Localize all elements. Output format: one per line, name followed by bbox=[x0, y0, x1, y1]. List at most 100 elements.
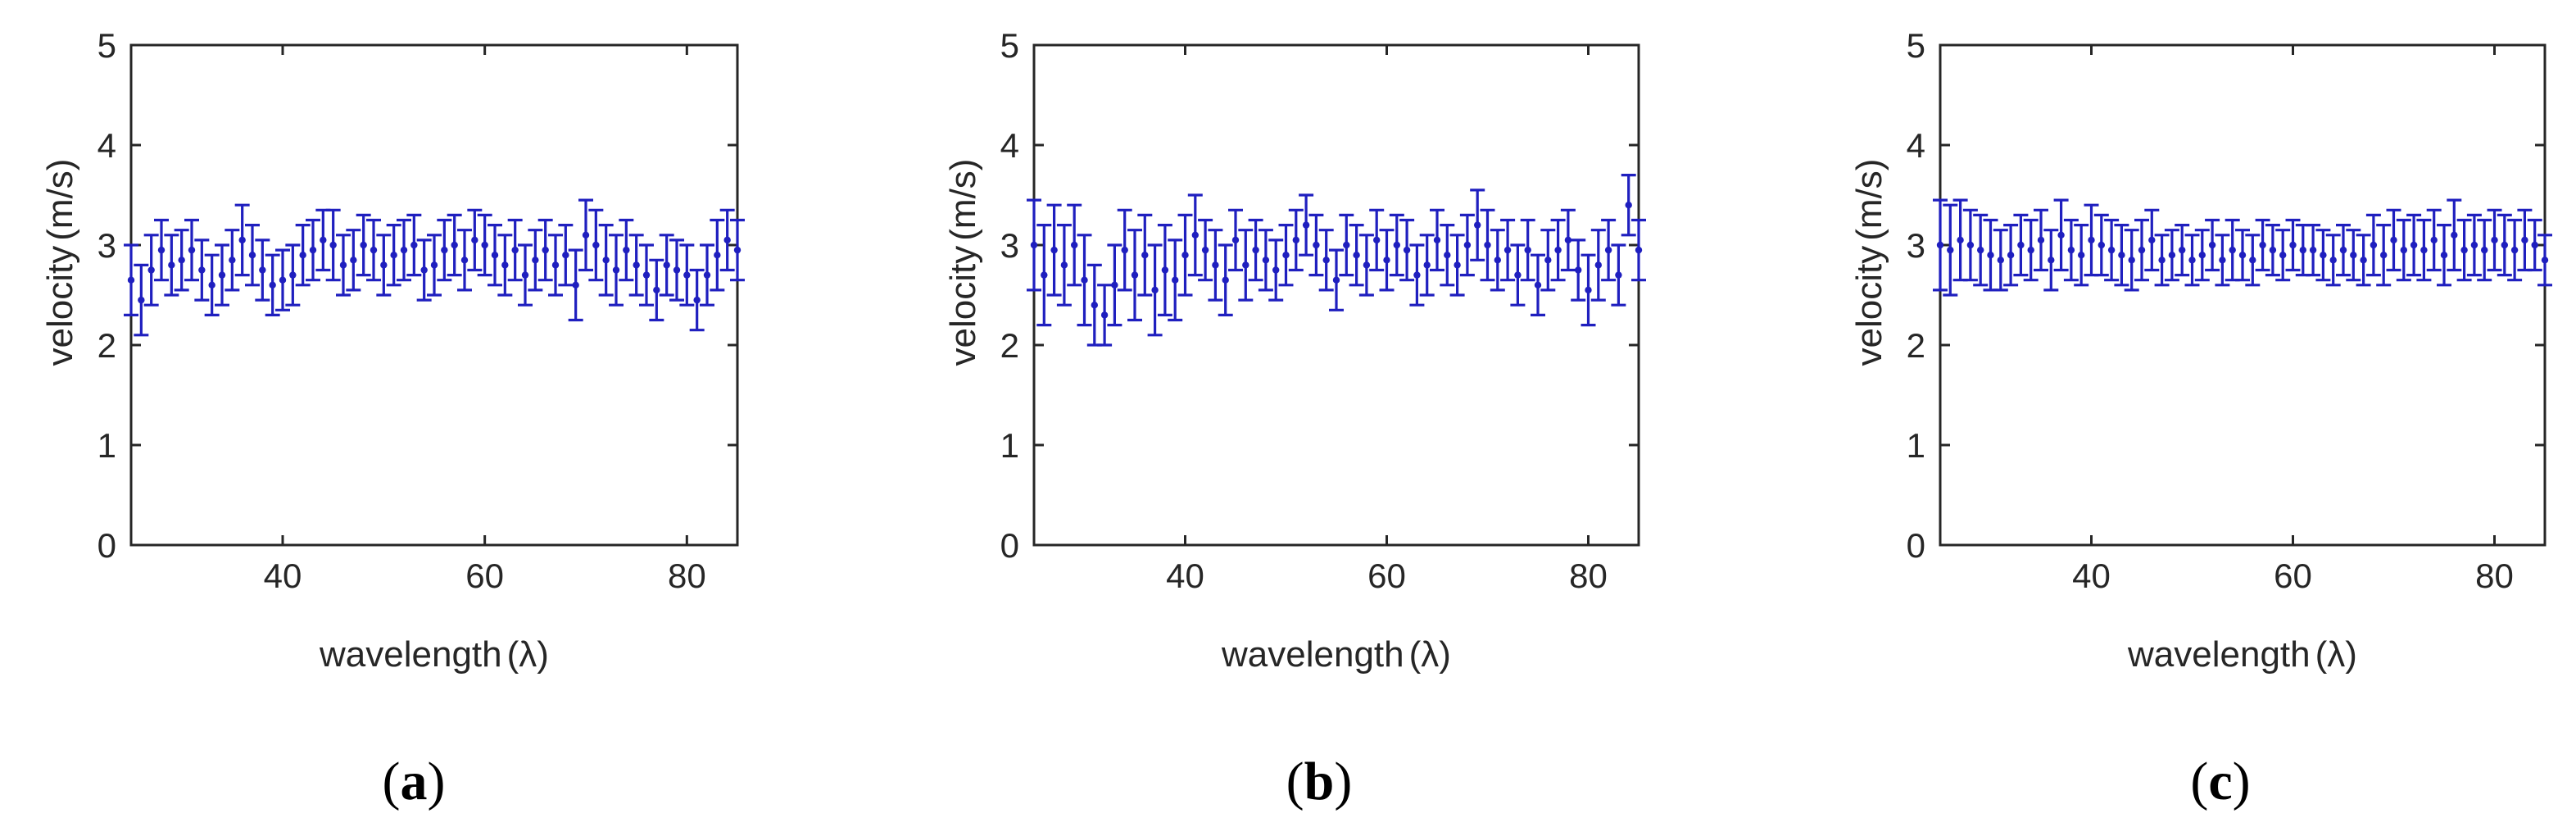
data-point bbox=[2057, 231, 2065, 239]
data-point bbox=[2380, 252, 2388, 259]
x-axis-label-text: wavelength bbox=[319, 634, 502, 675]
data-point bbox=[491, 252, 499, 259]
data-point bbox=[1474, 221, 1481, 229]
data-point bbox=[2440, 252, 2448, 259]
data-point bbox=[1111, 281, 1118, 289]
y-tick-label: 4 bbox=[1907, 126, 1925, 165]
data-point bbox=[2541, 257, 2549, 264]
data-point bbox=[451, 241, 458, 249]
y-axis-label: velocity (m/s) bbox=[943, 159, 983, 366]
data-point bbox=[2269, 246, 2277, 254]
data-point bbox=[1262, 257, 1270, 264]
data-point bbox=[2229, 246, 2236, 254]
data-point bbox=[2410, 241, 2418, 249]
data-point bbox=[2481, 246, 2488, 254]
data-point bbox=[2339, 246, 2347, 254]
data-point bbox=[733, 246, 742, 254]
data-point bbox=[2088, 236, 2095, 244]
data-point bbox=[1242, 261, 1249, 269]
data-point bbox=[1201, 246, 1209, 254]
data-point bbox=[2179, 246, 2186, 254]
data-point bbox=[2360, 257, 2367, 264]
data-point bbox=[1575, 266, 1582, 274]
x-axis-label-symbol: (λ) bbox=[507, 634, 549, 675]
data-point bbox=[2470, 241, 2478, 249]
plot-frame bbox=[1032, 43, 1640, 547]
data-point bbox=[623, 246, 630, 254]
panel-label: (c) bbox=[2190, 752, 2250, 811]
data-point bbox=[2208, 241, 2216, 249]
chart-panel-a: 0 1 2 3 4 5 40 60 80 wavelength (λ) velocity (m/s) (a… bbox=[40, 26, 745, 811]
data-point bbox=[471, 236, 478, 244]
data-point bbox=[1554, 246, 1562, 254]
data-point bbox=[2400, 246, 2407, 254]
x-axis-label: wavelength (λ) bbox=[1221, 634, 1451, 675]
data-point bbox=[2390, 236, 2397, 244]
y-axis-label-text: velocity bbox=[40, 246, 80, 366]
data-point bbox=[1514, 271, 1522, 279]
data-point bbox=[2027, 246, 2034, 254]
x-tick-label: 40 bbox=[1166, 557, 1204, 595]
data-point bbox=[229, 257, 236, 264]
y-tick-label: 5 bbox=[98, 26, 116, 65]
data-point bbox=[602, 257, 610, 264]
data-point bbox=[1091, 302, 1099, 309]
x-axis-label-text: wavelength bbox=[2127, 634, 2311, 675]
data-point bbox=[1564, 236, 1572, 244]
data-point bbox=[1313, 241, 1320, 249]
panel-label: (a) bbox=[383, 752, 446, 811]
data-point bbox=[683, 271, 691, 279]
chart-panel-c: 0 1 2 3 4 5 40 60 80 wavelength (λ) velocity (m/s) (c… bbox=[1849, 26, 2552, 811]
data-point bbox=[1977, 246, 1984, 254]
data-point bbox=[2531, 241, 2538, 249]
y-tick-label: 2 bbox=[1000, 326, 1019, 365]
data-point bbox=[642, 271, 651, 279]
data-point bbox=[289, 271, 297, 279]
data-point bbox=[390, 252, 397, 259]
panel-letter: a bbox=[401, 752, 428, 811]
data-point bbox=[1534, 281, 1542, 289]
data-point bbox=[2107, 246, 2116, 254]
data-point bbox=[542, 246, 549, 254]
data-point bbox=[127, 276, 135, 284]
data-point bbox=[1423, 261, 1431, 269]
y-tick-label: 4 bbox=[98, 126, 116, 165]
data-point bbox=[138, 296, 145, 304]
y-tick-label: 2 bbox=[98, 326, 116, 365]
data-point bbox=[178, 257, 185, 264]
data-point bbox=[1272, 266, 1280, 274]
y-tick-label: 0 bbox=[98, 526, 116, 565]
chart-panel-b: 0 1 2 3 4 5 40 60 80 wavelength (λ) velocity (m/s) (b… bbox=[943, 26, 1646, 811]
y-axis-label-text: velocity bbox=[1849, 246, 1889, 366]
data-point bbox=[1997, 257, 2004, 264]
data-point bbox=[1172, 276, 1179, 284]
data-point bbox=[532, 257, 539, 264]
data-point bbox=[2128, 257, 2135, 264]
data-point bbox=[592, 241, 600, 249]
data-point bbox=[653, 286, 660, 294]
data-point bbox=[1383, 257, 1390, 264]
data-point bbox=[1625, 202, 1632, 209]
data-point bbox=[1947, 246, 1954, 254]
data-point bbox=[2138, 246, 2146, 254]
data-point bbox=[703, 271, 711, 279]
data-point bbox=[1050, 246, 1058, 254]
data-point bbox=[1363, 261, 1371, 269]
data-point bbox=[147, 266, 155, 274]
data-point bbox=[1081, 276, 1088, 284]
x-axis-label-symbol: (λ) bbox=[1409, 634, 1451, 675]
data-point bbox=[1332, 276, 1340, 284]
data-point bbox=[501, 261, 509, 269]
data-point bbox=[2320, 252, 2327, 259]
data-point bbox=[714, 252, 721, 259]
data-point bbox=[1463, 241, 1472, 249]
panel-label: (b) bbox=[1286, 752, 1353, 811]
data-point bbox=[1544, 257, 1552, 264]
data-point bbox=[1615, 271, 1622, 279]
data-point bbox=[2491, 236, 2498, 244]
data-point bbox=[2118, 252, 2125, 259]
y-tick-label: 0 bbox=[1000, 526, 1019, 565]
data-point bbox=[633, 261, 640, 269]
y-tick-label: 3 bbox=[1907, 226, 1925, 265]
